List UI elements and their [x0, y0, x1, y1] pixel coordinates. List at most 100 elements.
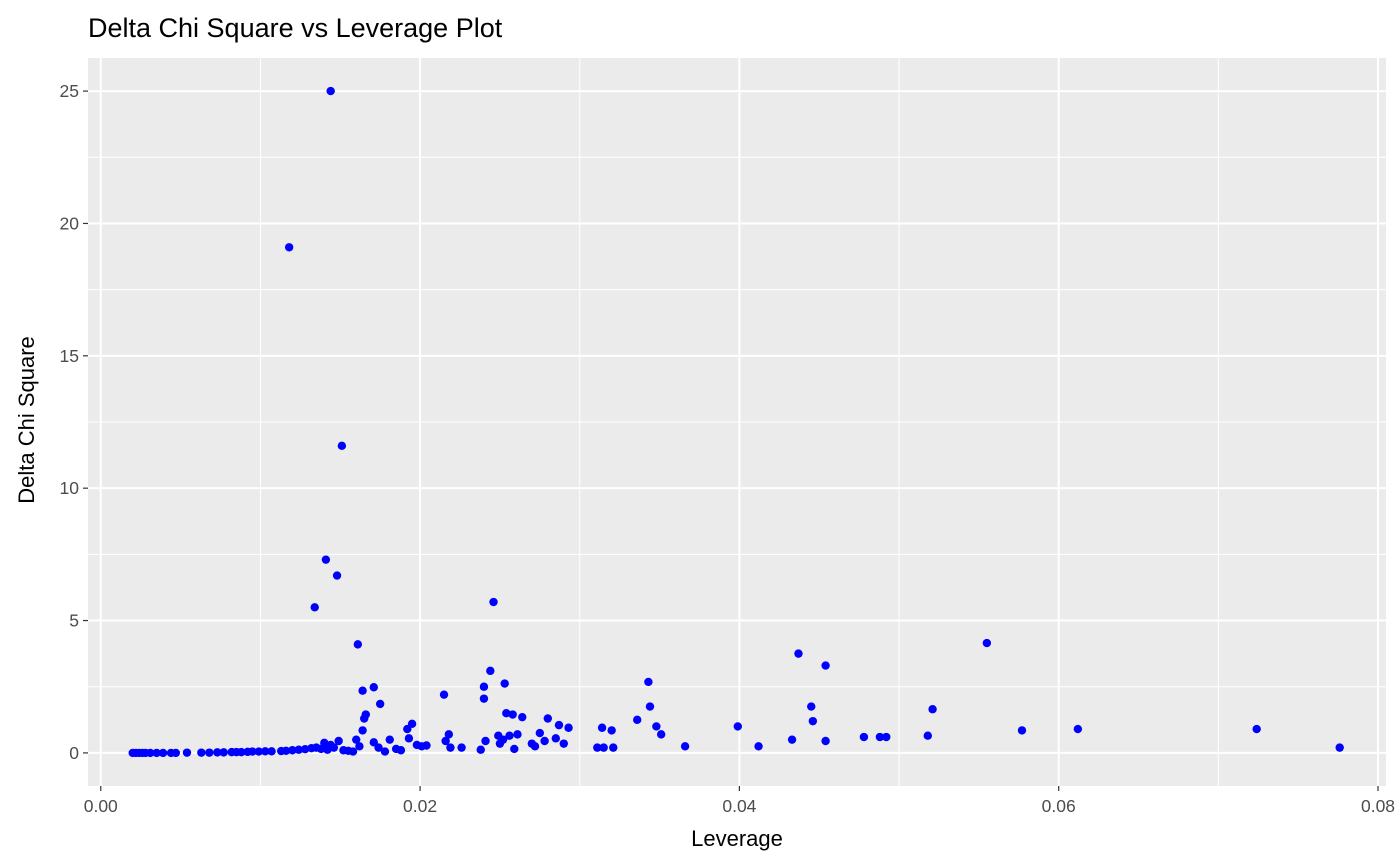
data-point — [928, 705, 937, 714]
y-tick-label: 15 — [60, 346, 79, 366]
data-point — [284, 243, 294, 252]
data-point — [733, 722, 742, 731]
data-point — [396, 746, 406, 755]
data-point — [422, 741, 431, 750]
y-axis-label: Delta Chi Square — [14, 336, 39, 504]
data-point — [407, 719, 417, 728]
data-point — [294, 745, 303, 754]
y-tick-label: 20 — [60, 213, 80, 233]
data-point — [481, 736, 490, 746]
data-point — [457, 743, 466, 752]
data-point — [197, 748, 206, 757]
data-points — [128, 86, 1344, 758]
data-point — [530, 742, 540, 751]
x-tick-label: 0.06 — [1042, 796, 1076, 816]
data-point — [540, 736, 549, 746]
x-tick-label: 0.04 — [722, 796, 756, 816]
y-tick-label: 5 — [69, 611, 79, 631]
grid-minor — [88, 58, 1386, 786]
data-point — [479, 694, 489, 703]
data-point — [633, 715, 642, 725]
x-axis-ticks: 0.00 0.02 0.04 0.06 0.08 — [84, 786, 1395, 816]
data-point — [680, 742, 690, 751]
data-point — [652, 722, 661, 731]
data-point — [505, 731, 514, 740]
data-point — [1073, 724, 1083, 734]
data-point — [476, 745, 485, 754]
data-point — [352, 735, 361, 744]
data-point — [609, 743, 618, 752]
data-point — [593, 743, 602, 752]
data-point — [535, 728, 545, 738]
data-point — [348, 747, 358, 756]
data-point — [644, 677, 653, 687]
data-point — [479, 682, 489, 691]
x-tick-label: 0.00 — [84, 796, 118, 816]
x-tick-label: 0.08 — [1361, 796, 1395, 816]
data-point — [500, 679, 509, 688]
data-point — [597, 723, 607, 732]
data-point — [656, 730, 666, 739]
data-point — [554, 720, 564, 730]
data-point — [213, 748, 222, 757]
data-point — [508, 710, 517, 719]
data-point — [439, 690, 449, 699]
data-point — [859, 732, 869, 742]
data-point — [1335, 743, 1344, 752]
data-point — [360, 714, 369, 723]
data-point — [875, 732, 885, 742]
data-point — [358, 686, 367, 695]
y-tick-label: 10 — [60, 478, 80, 498]
data-point — [787, 735, 797, 744]
data-point — [332, 571, 342, 580]
data-point — [821, 736, 830, 746]
data-point — [329, 743, 339, 752]
data-point — [254, 747, 264, 756]
data-point — [518, 712, 527, 722]
data-point — [310, 603, 319, 612]
data-point — [543, 714, 553, 723]
data-point — [564, 723, 573, 732]
data-point — [385, 735, 394, 744]
data-point — [441, 736, 450, 746]
data-point — [334, 736, 343, 746]
data-point — [794, 649, 803, 658]
data-point — [923, 731, 932, 740]
data-point — [807, 702, 816, 711]
data-point — [205, 748, 214, 757]
data-point — [326, 86, 335, 96]
data-point — [355, 742, 364, 751]
data-point — [446, 743, 455, 752]
data-point — [982, 638, 992, 648]
data-point — [158, 748, 168, 758]
data-point — [337, 441, 347, 451]
y-tick-label: 25 — [60, 81, 79, 101]
data-point — [808, 716, 818, 726]
y-axis-ticks: 0 5 10 15 20 25 — [60, 81, 88, 763]
data-point — [489, 597, 498, 607]
data-point — [821, 661, 830, 670]
data-point — [444, 730, 454, 739]
data-point — [1017, 726, 1027, 735]
data-point — [358, 726, 367, 735]
data-point — [281, 746, 291, 755]
data-point — [288, 746, 297, 755]
data-point — [353, 640, 363, 649]
data-point — [502, 709, 511, 718]
x-axis-label: Leverage — [691, 826, 783, 851]
data-point — [374, 743, 383, 752]
data-point — [380, 747, 390, 756]
data-point — [182, 748, 192, 757]
data-point — [369, 683, 378, 692]
data-point — [375, 699, 385, 709]
data-point — [551, 734, 560, 743]
data-point — [486, 666, 495, 676]
data-point — [219, 748, 228, 757]
data-point — [882, 732, 891, 742]
data-point — [559, 739, 568, 748]
chart-title: Delta Chi Square vs Leverage Plot — [88, 13, 503, 43]
y-tick-label: 0 — [69, 743, 79, 763]
data-point — [146, 748, 155, 758]
data-point — [599, 743, 608, 752]
